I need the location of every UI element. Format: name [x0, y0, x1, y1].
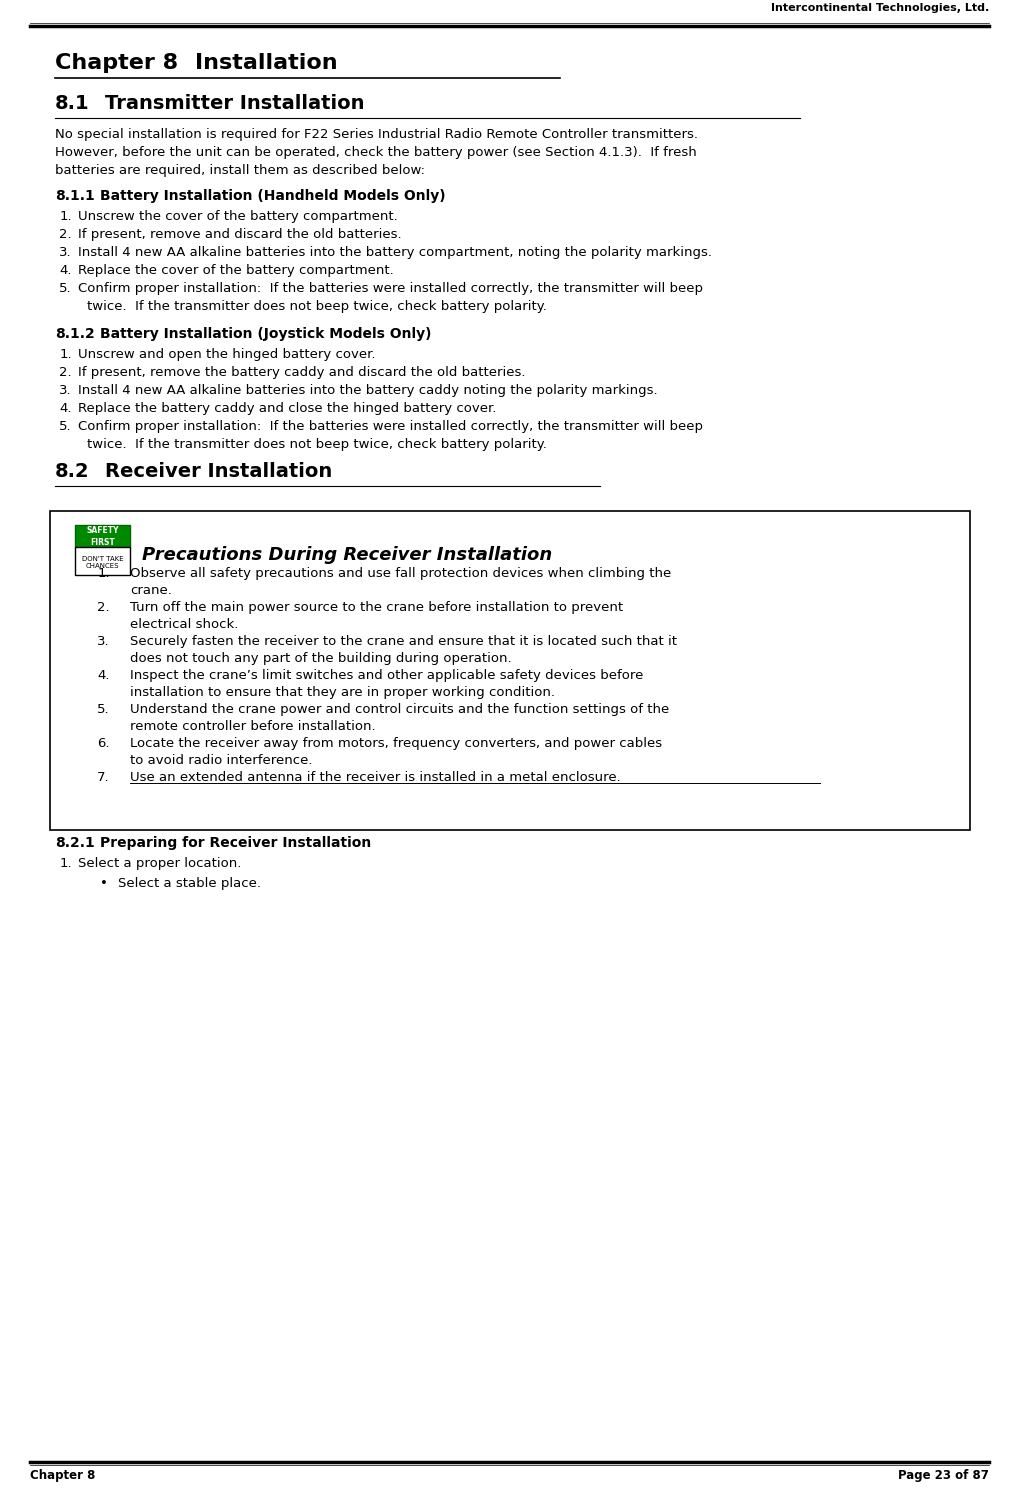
Text: Installation: Installation [195, 52, 337, 73]
Text: Preparing for Receiver Installation: Preparing for Receiver Installation [100, 836, 371, 851]
Text: •: • [100, 878, 108, 891]
Text: Page 23 of 87: Page 23 of 87 [898, 1470, 989, 1482]
Text: Replace the cover of the battery compartment.: Replace the cover of the battery compart… [78, 263, 393, 277]
Text: crane.: crane. [130, 585, 172, 598]
Text: Confirm proper installation:  If the batteries were installed correctly, the tra: Confirm proper installation: If the batt… [78, 420, 703, 432]
Text: 2.: 2. [59, 227, 72, 241]
Text: However, before the unit can be operated, check the battery power (see Section 4: However, before the unit can be operated… [55, 145, 697, 158]
Text: Install 4 new AA alkaline batteries into the battery compartment, noting the pol: Install 4 new AA alkaline batteries into… [78, 245, 712, 259]
FancyBboxPatch shape [50, 510, 970, 830]
Text: remote controller before installation.: remote controller before installation. [130, 721, 376, 734]
Text: twice.  If the transmitter does not beep twice, check battery polarity.: twice. If the transmitter does not beep … [87, 438, 547, 450]
Text: 8.2.1: 8.2.1 [55, 836, 95, 851]
Text: 5.: 5. [98, 703, 110, 716]
Text: Battery Installation (Joystick Models Only): Battery Installation (Joystick Models On… [100, 326, 431, 341]
Text: 8.2: 8.2 [55, 462, 90, 480]
Text: does not touch any part of the building during operation.: does not touch any part of the building … [130, 652, 512, 665]
Text: Unscrew the cover of the battery compartment.: Unscrew the cover of the battery compart… [78, 209, 397, 223]
Text: Chapter 8: Chapter 8 [55, 52, 178, 73]
Text: 1.: 1. [59, 347, 72, 360]
Text: 8.1: 8.1 [55, 94, 90, 112]
Text: 8.1.2: 8.1.2 [55, 326, 95, 341]
Text: DON'T TAKE
CHANCES: DON'T TAKE CHANCES [82, 556, 123, 570]
Text: Inspect the crane’s limit switches and other applicable safety devices before: Inspect the crane’s limit switches and o… [130, 670, 643, 682]
Text: 3.: 3. [59, 245, 72, 259]
Text: to avoid radio interference.: to avoid radio interference. [130, 755, 313, 767]
Text: 4.: 4. [59, 263, 72, 277]
Text: electrical shock.: electrical shock. [130, 619, 238, 631]
Text: 3.: 3. [59, 384, 72, 396]
Text: Precautions During Receiver Installation: Precautions During Receiver Installation [142, 547, 552, 565]
Text: Securely fasten the receiver to the crane and ensure that it is located such tha: Securely fasten the receiver to the cran… [130, 635, 677, 649]
Text: Install 4 new AA alkaline batteries into the battery caddy noting the polarity m: Install 4 new AA alkaline batteries into… [78, 384, 657, 396]
Text: Understand the crane power and control circuits and the function settings of the: Understand the crane power and control c… [130, 703, 669, 716]
Text: Replace the battery caddy and close the hinged battery cover.: Replace the battery caddy and close the … [78, 402, 496, 414]
Text: installation to ensure that they are in proper working condition.: installation to ensure that they are in … [130, 686, 555, 700]
Text: 5.: 5. [59, 420, 72, 432]
Text: 1.: 1. [59, 209, 72, 223]
Text: Battery Installation (Handheld Models Only): Battery Installation (Handheld Models On… [100, 188, 445, 203]
Text: If present, remove and discard the old batteries.: If present, remove and discard the old b… [78, 227, 401, 241]
Text: Receiver Installation: Receiver Installation [105, 462, 332, 480]
Text: Locate the receiver away from motors, frequency converters, and power cables: Locate the receiver away from motors, fr… [130, 737, 662, 750]
Text: Confirm proper installation:  If the batteries were installed correctly, the tra: Confirm proper installation: If the batt… [78, 281, 703, 295]
Text: Unscrew and open the hinged battery cover.: Unscrew and open the hinged battery cove… [78, 347, 375, 360]
Text: Select a stable place.: Select a stable place. [118, 878, 261, 891]
Text: 2.: 2. [98, 601, 110, 614]
Text: batteries are required, install them as described below:: batteries are required, install them as … [55, 163, 425, 176]
Text: Turn off the main power source to the crane before installation to prevent: Turn off the main power source to the cr… [130, 601, 624, 614]
Text: 5.: 5. [59, 281, 72, 295]
Text: 2.: 2. [59, 366, 72, 378]
Text: Select a proper location.: Select a proper location. [78, 857, 242, 870]
FancyBboxPatch shape [75, 547, 130, 576]
Text: 1.: 1. [98, 568, 110, 580]
Text: Chapter 8: Chapter 8 [30, 1470, 96, 1482]
Text: Transmitter Installation: Transmitter Installation [105, 94, 365, 112]
Text: 3.: 3. [98, 635, 110, 649]
Text: 4.: 4. [98, 670, 110, 682]
Text: No special installation is required for F22 Series Industrial Radio Remote Contr: No special installation is required for … [55, 127, 698, 141]
Text: 6.: 6. [98, 737, 110, 750]
Text: SAFETY
FIRST: SAFETY FIRST [87, 526, 119, 547]
Text: Intercontinental Technologies, Ltd.: Intercontinental Technologies, Ltd. [770, 3, 989, 13]
Text: 4.: 4. [59, 402, 72, 414]
FancyBboxPatch shape [75, 526, 130, 547]
Text: twice.  If the transmitter does not beep twice, check battery polarity.: twice. If the transmitter does not beep … [87, 299, 547, 312]
Text: Use an extended antenna if the receiver is installed in a metal enclosure.: Use an extended antenna if the receiver … [130, 771, 621, 785]
Text: 1.: 1. [59, 857, 72, 870]
Text: 7.: 7. [98, 771, 110, 785]
Text: Observe all safety precautions and use fall protection devices when climbing the: Observe all safety precautions and use f… [130, 568, 672, 580]
Text: If present, remove the battery caddy and discard the old batteries.: If present, remove the battery caddy and… [78, 366, 526, 378]
Text: 8.1.1: 8.1.1 [55, 188, 95, 203]
